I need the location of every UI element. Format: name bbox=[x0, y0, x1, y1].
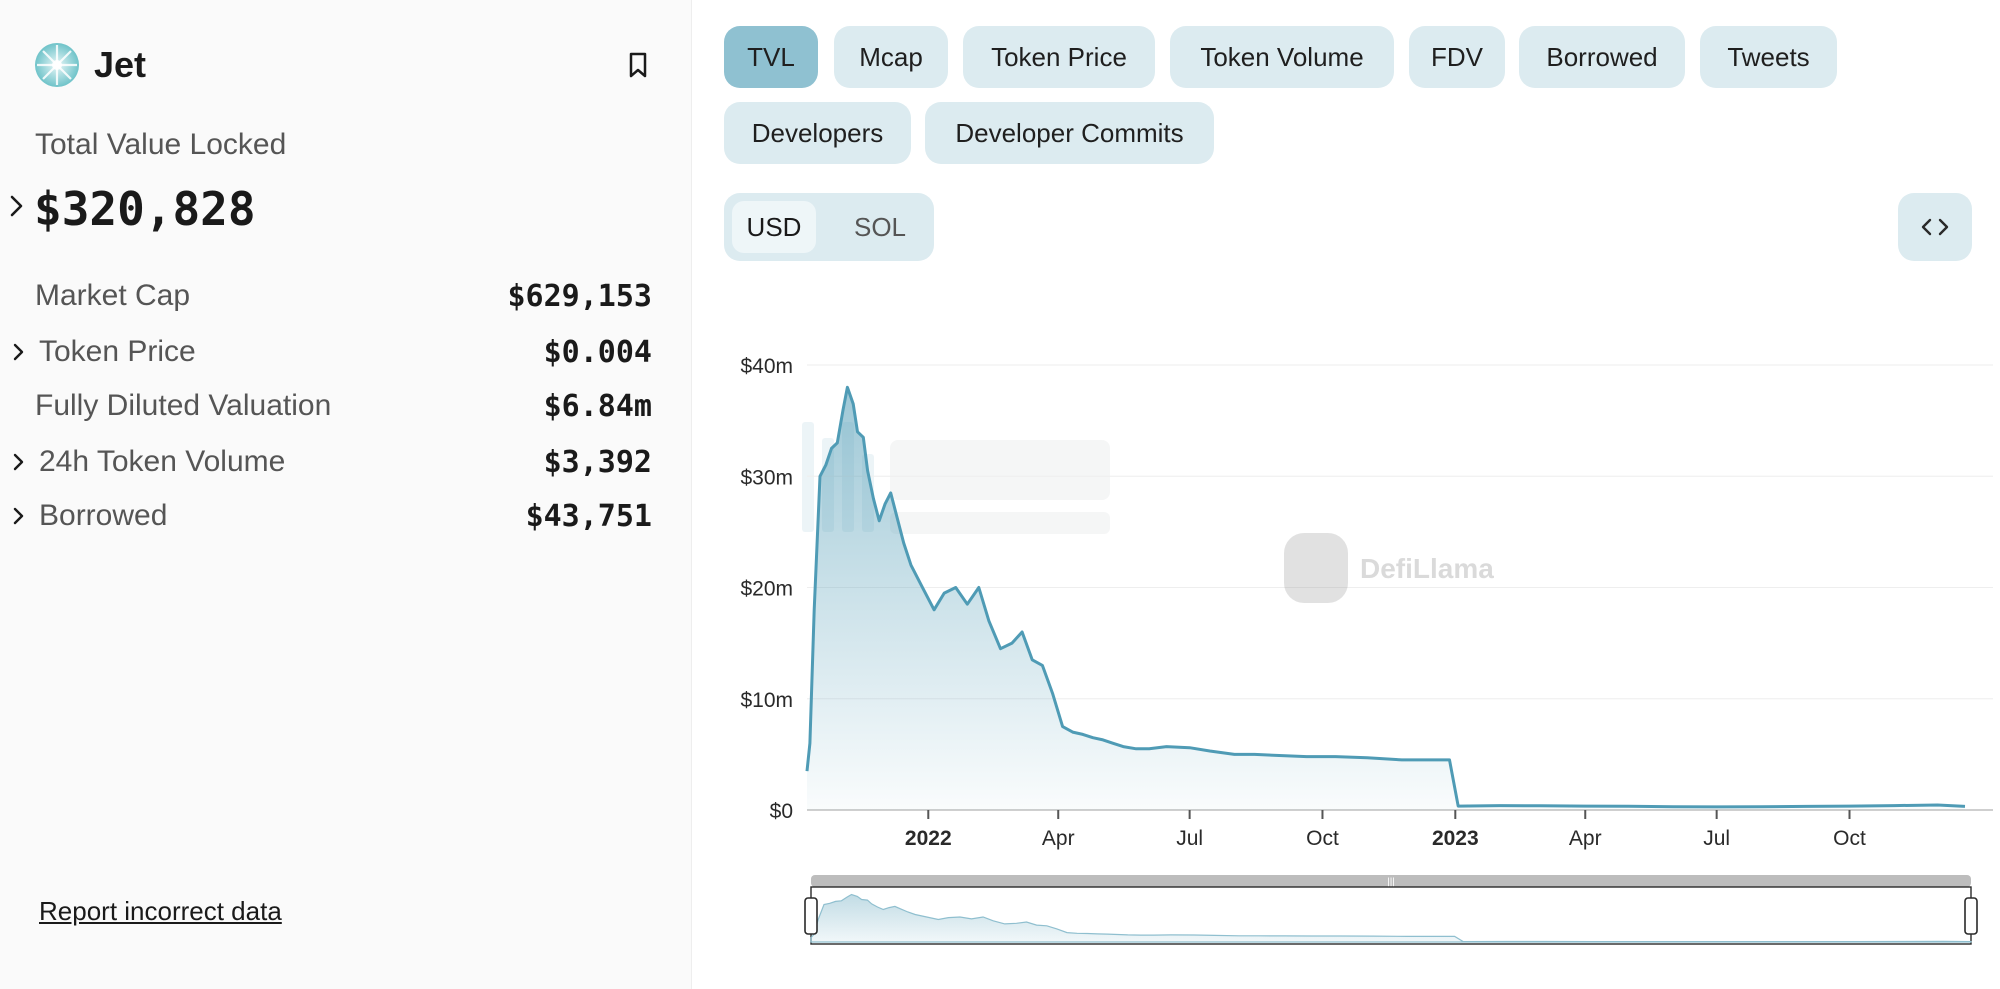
slider-preview-area bbox=[810, 893, 1972, 943]
stat-row-borrowed[interactable]: Borrowed $43,751 bbox=[0, 494, 652, 538]
tab-borrowed[interactable]: Borrowed bbox=[1519, 26, 1685, 88]
stat-value: $3,392 bbox=[543, 444, 652, 480]
stat-row-market-cap: Market Cap $629,153 bbox=[0, 274, 652, 318]
tab-tvl[interactable]: TVL bbox=[724, 26, 818, 88]
defillama-watermark: DefiLlama bbox=[1284, 533, 1494, 603]
denomination-toggle: USD SOL bbox=[724, 193, 934, 261]
tvl-series-line bbox=[805, 385, 1966, 809]
y-tick-label: $30m bbox=[740, 466, 793, 489]
tvl-chart[interactable]: $0 $10m $20m $30m $40m 2022 Apr Jul Oct 2023 Apr J… bbox=[700, 330, 1995, 950]
tvl-label: Total Value Locked bbox=[35, 128, 287, 161]
slider-track[interactable] bbox=[811, 875, 1971, 887]
defillama-watermark-text: DefiLlama bbox=[1360, 553, 1494, 584]
slider-right-handle[interactable] bbox=[1964, 897, 1978, 935]
tab-tweets[interactable]: Tweets bbox=[1700, 26, 1837, 88]
x-tick-label: Apr bbox=[1569, 827, 1602, 850]
tvl-expand-chevron-icon[interactable] bbox=[4, 191, 30, 221]
protocol-header: Jet bbox=[34, 40, 654, 90]
stat-label: Token Price bbox=[39, 335, 196, 368]
stat-row-token-price[interactable]: Token Price $0.004 bbox=[0, 330, 652, 374]
code-embed-icon bbox=[1921, 218, 1949, 236]
stat-row-24h-token-volume[interactable]: 24h Token Volume $3,392 bbox=[0, 440, 652, 484]
denomination-sol-button[interactable]: SOL bbox=[853, 211, 907, 242]
stat-label: Market Cap bbox=[35, 279, 191, 312]
tab-developers[interactable]: Developers bbox=[724, 102, 911, 164]
tab-token-volume[interactable]: Token Volume bbox=[1170, 26, 1394, 88]
tab-developer-commits[interactable]: Developer Commits bbox=[925, 102, 1214, 164]
stat-label: 24h Token Volume bbox=[39, 445, 286, 478]
chevron-right-icon bbox=[13, 453, 24, 471]
slider-grip-icon: ||| bbox=[1387, 877, 1395, 888]
x-axis: 2022 Apr Jul Oct 2023 Apr Jul Oct bbox=[905, 810, 1866, 850]
protocol-summary-panel: Jet Total Value Locked $320,828 Market C… bbox=[0, 0, 692, 989]
x-tick-label: Oct bbox=[1833, 827, 1866, 850]
y-tick-label: $0 bbox=[770, 800, 793, 823]
chevron-right-icon bbox=[13, 507, 24, 525]
embed-chart-button[interactable] bbox=[1898, 193, 1972, 261]
y-tick-label: $10m bbox=[740, 689, 793, 712]
y-tick-label: $40m bbox=[740, 355, 793, 378]
chart-range-slider[interactable]: ||| bbox=[804, 875, 1978, 945]
x-tick-label: 2023 bbox=[1432, 827, 1479, 850]
y-axis: $0 $10m $20m $30m $40m bbox=[740, 355, 793, 823]
x-tick-label: Apr bbox=[1042, 827, 1075, 850]
tab-fdv[interactable]: FDV bbox=[1409, 26, 1505, 88]
y-tick-label: $20m bbox=[740, 578, 793, 601]
x-tick-label: Jul bbox=[1176, 827, 1203, 850]
x-tick-label: 2022 bbox=[905, 827, 952, 850]
stat-value: $43,751 bbox=[525, 498, 652, 534]
protocol-name: Jet bbox=[94, 44, 147, 85]
stat-value: $0.004 bbox=[543, 334, 652, 370]
stat-value: $629,153 bbox=[507, 278, 653, 314]
stat-label: Fully Diluted Valuation bbox=[35, 389, 332, 422]
jet-logo-icon bbox=[35, 43, 79, 87]
x-tick-label: Oct bbox=[1306, 827, 1339, 850]
tab-token-price[interactable]: Token Price bbox=[963, 26, 1155, 88]
llama-logo-icon bbox=[1284, 533, 1348, 603]
chevron-right-icon bbox=[13, 343, 24, 361]
slider-left-handle[interactable] bbox=[804, 897, 818, 935]
stat-value: $6.84m bbox=[543, 388, 652, 424]
denomination-usd-button[interactable]: USD bbox=[732, 201, 816, 253]
tvl-value: $320,828 bbox=[34, 182, 256, 236]
stat-label: Borrowed bbox=[39, 499, 168, 532]
tab-mcap[interactable]: Mcap bbox=[834, 26, 948, 88]
x-tick-label: Jul bbox=[1703, 827, 1730, 850]
stat-row-fdv: Fully Diluted Valuation $6.84m bbox=[0, 384, 652, 428]
bookmark-icon[interactable] bbox=[622, 49, 654, 81]
report-incorrect-data-link[interactable]: Report incorrect data bbox=[39, 896, 282, 926]
tvl-area-fill bbox=[807, 387, 1965, 810]
